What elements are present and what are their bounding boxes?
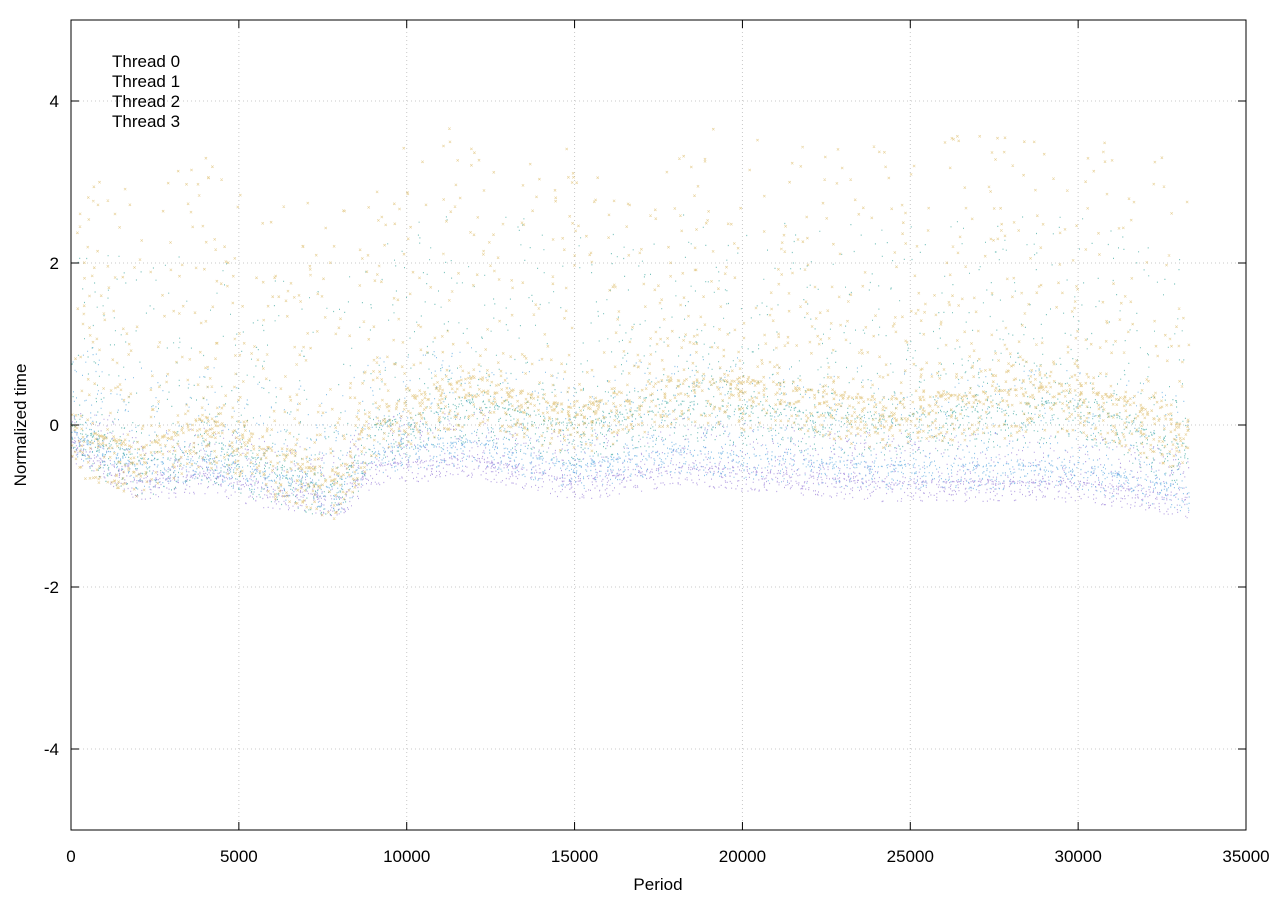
legend-entry-label: Thread 1	[112, 72, 180, 91]
y-tick-label: -4	[44, 740, 59, 759]
x-tick-label: 5000	[220, 847, 258, 866]
x-tick-label: 25000	[887, 847, 934, 866]
y-tick-label: 2	[50, 254, 59, 273]
grid-layer	[71, 20, 1246, 830]
x-tick-label: 35000	[1222, 847, 1269, 866]
y-tick-label: -2	[44, 578, 59, 597]
legend-entry-label: Thread 2	[112, 92, 180, 111]
x-tick-label: 0	[66, 847, 75, 866]
series-points	[69, 127, 1191, 521]
x-tick-label: 30000	[1055, 847, 1102, 866]
points-layer	[69, 127, 1191, 521]
legend-entry-label: Thread 3	[112, 112, 180, 131]
series-points	[71, 347, 1190, 513]
tick-labels: 0 5000 10000 15000 20000 25000 30000 35000 -4 -2 0…	[44, 92, 1270, 866]
series-point-cloud	[71, 347, 1190, 513]
y-axis-title: Normalized time	[11, 364, 30, 487]
series-point-cloud	[69, 127, 1191, 521]
x-tick-label: 15000	[551, 847, 598, 866]
y-tick-label: 0	[50, 416, 59, 435]
series-point-cloud	[71, 409, 1190, 519]
x-axis-title: Period	[633, 875, 682, 894]
ticks-layer	[70, 20, 1247, 830]
x-tick-label: 10000	[383, 847, 430, 866]
legend-entry-label: Thread 0	[112, 52, 180, 71]
series-points	[71, 409, 1190, 519]
x-tick-label: 20000	[719, 847, 766, 866]
y-tick-label: 4	[50, 92, 59, 111]
